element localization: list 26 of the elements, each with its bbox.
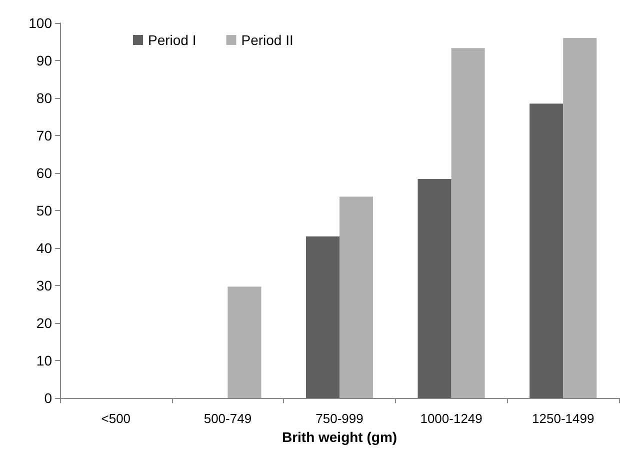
bar [563, 38, 597, 398]
y-tick-label: 90 [36, 52, 52, 68]
legend-label: Period I [148, 32, 196, 48]
y-tick-label: 70 [36, 128, 52, 144]
y-tick-label: 40 [36, 240, 52, 256]
x-tick-label: <500 [101, 411, 131, 426]
x-axis-title: Brith weight (gm) [282, 429, 398, 445]
bar [340, 196, 374, 398]
y-tick-label: 80 [36, 90, 52, 106]
y-tick-label: 0 [44, 390, 52, 406]
y-tick-label: 100 [28, 15, 52, 31]
legend-label: Period II [241, 32, 294, 48]
x-tick-label: 1000-1249 [420, 411, 482, 426]
y-tick-label: 60 [36, 165, 52, 181]
bar [451, 48, 485, 398]
y-tick-label: 20 [36, 315, 52, 331]
x-tick-label: 500-749 [204, 411, 252, 426]
y-tick-label: 30 [36, 278, 52, 294]
bar [418, 179, 452, 398]
y-tick-label: 10 [36, 352, 52, 368]
y-tick-label: 50 [36, 202, 52, 218]
bar [228, 286, 262, 398]
x-tick-label: 750-999 [316, 411, 364, 426]
bar [306, 236, 340, 398]
x-tick-label: 1250-1499 [532, 411, 594, 426]
bar [530, 104, 564, 398]
